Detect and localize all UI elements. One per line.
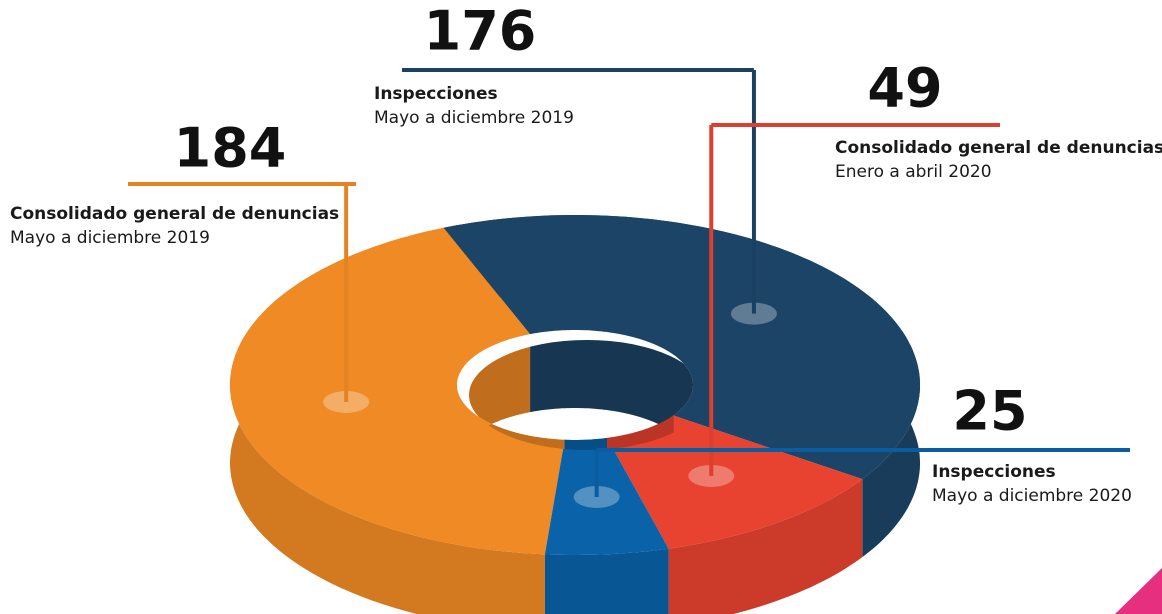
value-label: 184 — [174, 117, 287, 180]
corner-decoration — [1115, 568, 1162, 614]
category-label: Consolidado general de denuncias — [10, 204, 339, 224]
slice-inner-side — [469, 340, 565, 450]
slice — [544, 437, 669, 555]
category-sublabel: Mayo a diciembre 2019 — [10, 228, 210, 248]
category-label: Inspecciones — [374, 84, 498, 104]
value-label: 176 — [424, 0, 537, 63]
category-label: Consolidado general de denuncias — [835, 138, 1162, 158]
value-label: 49 — [867, 57, 942, 120]
slice — [443, 215, 920, 480]
slice — [230, 227, 565, 555]
category-sublabel: Enero a abril 2020 — [835, 162, 992, 182]
slice-side — [668, 479, 863, 614]
value-label: 25 — [952, 380, 1027, 443]
category-sublabel: Mayo a diciembre 2019 — [374, 108, 574, 128]
slice-side — [544, 548, 669, 614]
slice-inner-side — [530, 340, 693, 450]
category-sublabel: Mayo a diciembre 2020 — [932, 486, 1132, 506]
category-label: Inspecciones — [932, 462, 1056, 482]
